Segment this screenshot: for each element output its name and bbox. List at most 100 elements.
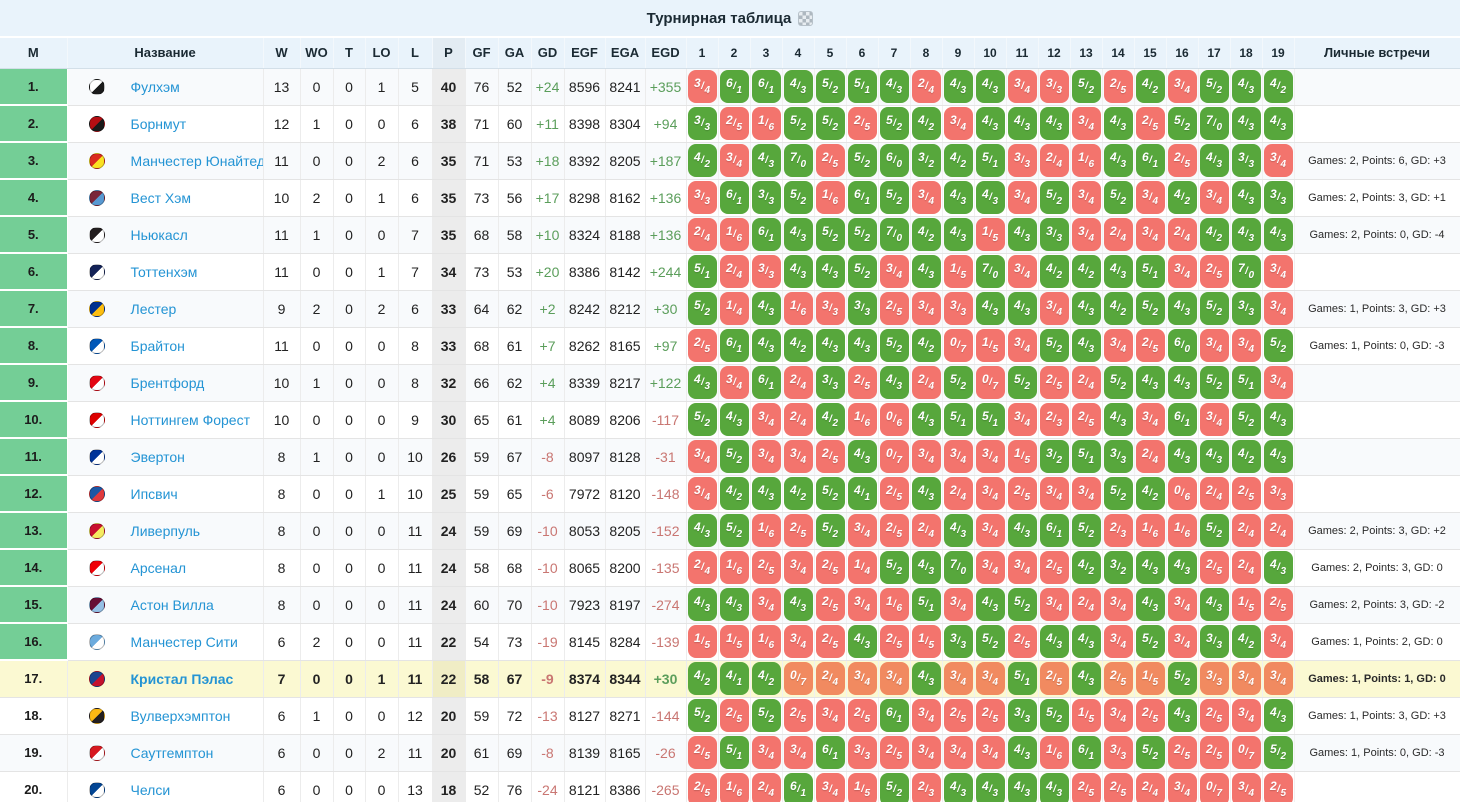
match-result-chip: 4/3 [1103,255,1133,288]
match-result-chip: 2/4 [1199,477,1229,510]
goals-for-cell: 66 [465,364,499,402]
result-cell-6: 5/2 [846,216,879,254]
result-cell-17: 5/2 [1198,290,1231,328]
losses-cell: 12 [398,697,433,735]
result-cell-19: 4/3 [1262,549,1295,587]
match-result-chip: 5/2 [687,403,717,436]
extra-goals-for-cell: 7923 [564,586,606,624]
match-result-chip: 3/4 [1135,403,1165,436]
team-link[interactable]: Кристал Пэлас [130,670,234,687]
result-cell-5: 4/3 [814,327,847,365]
result-cell-8: 3/4 [910,697,943,735]
match-result-chip: 2/5 [751,551,781,584]
wins-cell: 8 [263,512,301,550]
match-result-chip: 5/2 [719,440,749,473]
team-link[interactable]: Брентфорд [130,374,205,391]
team-link[interactable]: Саутгемптон [130,744,214,761]
team-link[interactable]: Челси [130,781,171,798]
result-cell-1: 4/3 [686,364,719,402]
walkover-losses-cell: 0 [365,327,399,365]
result-cell-15: 2/5 [1134,697,1167,735]
match-result-chip: 5/2 [1103,181,1133,214]
match-result-chip: 3/4 [1071,107,1101,140]
match-result-chip: 4/3 [1167,440,1197,473]
team-link[interactable]: Эвертон [130,448,185,465]
team-link[interactable]: Тоттенхэм [130,263,198,280]
result-cell-6: 1/6 [846,401,879,439]
result-cell-6: 5/2 [846,142,879,180]
match-result-chip: 2/4 [719,255,749,288]
goal-diff-cell: -8 [531,734,565,772]
result-cell-8: 4/2 [910,327,943,365]
match-result-chip: 3/4 [1231,699,1261,732]
result-cell-15: 4/3 [1134,549,1167,587]
head-to-head-cell: Games: 1, Points: 2, GD: 0 [1294,623,1460,661]
result-cell-8: 4/3 [910,660,943,698]
team-link[interactable]: Вест Хэм [130,189,192,206]
match-result-chip: 2/4 [783,403,813,436]
team-link[interactable]: Ливерпуль [130,522,201,539]
result-cell-19: 2/4 [1262,512,1295,550]
result-cell-2: 6/1 [718,68,751,106]
team-row-19: 19. Саутгемптон 6 0 0 2 11 20 61 69 -8 8139 8165 -26 2… [0,734,1460,772]
match-result-chip: 2/5 [1039,551,1069,584]
team-link[interactable]: Фулхэм [130,78,180,95]
head-to-head-cell: Games: 2, Points: 6, GD: +3 [1294,142,1460,180]
result-cell-18: 1/5 [1230,586,1263,624]
result-cell-15: 5/1 [1134,253,1167,291]
match-result-chip: 4/3 [1263,551,1293,584]
extra-goals-for-cell: 8139 [564,734,606,772]
team-link[interactable]: Манчестер Сити [130,633,238,650]
result-cell-5: 2/5 [814,586,847,624]
match-result-chip: 6/1 [751,70,781,103]
walkover-wins-cell: 0 [300,549,334,587]
match-result-chip: 3/4 [1231,662,1261,695]
result-cell-19: 4/2 [1262,68,1295,106]
match-result-chip: 3/3 [1199,662,1229,695]
result-cell-11: 3/4 [1006,68,1039,106]
result-cell-10: 1/5 [974,327,1007,365]
points-cell: 33 [432,290,466,328]
club-crest-icon [88,152,105,169]
match-result-chip: 4/3 [783,70,813,103]
team-link[interactable]: Арсенал [130,559,187,576]
head-to-head-cell: Games: 2, Points: 3, GD: +1 [1294,179,1460,217]
match-result-chip: 3/4 [1167,773,1197,802]
rank-cell: 9. [0,364,68,402]
match-result-chip: 5/2 [879,181,909,214]
ties-cell: 0 [333,105,366,143]
team-link[interactable]: Ипсвич [130,485,178,502]
club-crest-icon [88,596,105,613]
result-cell-11: 3/4 [1006,401,1039,439]
match-result-chip: 5/2 [1135,736,1165,769]
result-cell-1: 2/5 [686,771,719,802]
team-link[interactable]: Лестер [130,300,177,317]
result-cell-6: 1/5 [846,771,879,802]
goals-against-cell: 52 [498,68,532,106]
match-result-chip: 5/2 [1039,181,1069,214]
club-crest-icon [88,411,105,428]
head-to-head-cell: Games: 1, Points: 1, GD: 0 [1294,660,1460,698]
match-result-chip: 5/1 [975,403,1005,436]
result-cell-2: 4/3 [718,401,751,439]
team-link[interactable]: Брайтон [130,337,185,354]
goal-diff-cell: -8 [531,438,565,476]
team-row-3: 3. Манчестер Юнайтед 11 0 0 2 6 35 71 53 +18 8392 82… [0,142,1460,180]
team-link[interactable]: Борнмут [130,115,187,132]
match-result-chip: 2/5 [815,625,845,658]
team-link[interactable]: Астон Вилла [130,596,214,613]
match-result-chip: 2/5 [879,292,909,325]
team-link[interactable]: Манчестер Юнайтед [130,152,263,169]
match-result-chip: 3/3 [751,255,781,288]
extra-goal-diff-cell: +187 [645,142,687,180]
match-result-chip: 5/2 [879,773,909,802]
team-link[interactable]: Ноттингем Форест [130,411,250,428]
result-cell-10: 4/3 [974,179,1007,217]
team-link[interactable]: Вулверхэмптон [130,707,231,724]
result-cell-9: 4/3 [942,512,975,550]
grid-icon[interactable] [798,10,814,26]
match-result-chip: 1/6 [751,625,781,658]
result-cell-2: 4/2 [718,475,751,513]
match-result-chip: 6/1 [783,773,813,802]
team-link[interactable]: Ньюкасл [130,226,188,243]
